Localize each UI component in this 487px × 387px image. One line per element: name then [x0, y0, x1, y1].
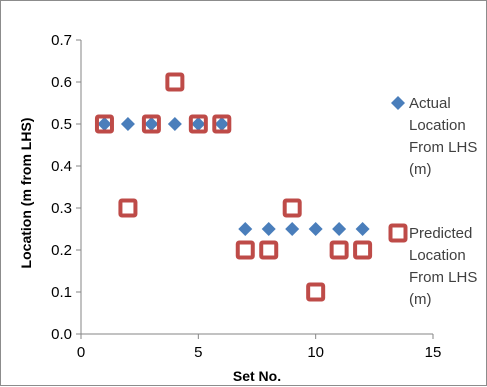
predicted-point — [235, 240, 255, 260]
legend-item-actual: Actual Location From LHS (m) — [391, 95, 477, 178]
x-tick-label: 0 — [77, 344, 85, 361]
legend-item-predicted: Predicted Location From LHS (m) — [388, 223, 477, 308]
legend-label-line: (m) — [409, 161, 432, 178]
predicted-point — [141, 114, 161, 134]
y-tick-label: 0.5 — [51, 116, 72, 133]
legend-label-line: From LHS — [409, 269, 477, 286]
series-actual — [97, 117, 370, 236]
actual-point — [97, 117, 112, 131]
actual-point — [238, 222, 253, 236]
predicted-point — [94, 114, 114, 134]
predicted-point — [259, 240, 279, 260]
x-tick-label: 5 — [194, 344, 202, 361]
actual-point — [167, 117, 182, 131]
legend: Actual Location From LHS (m) Predicted Locati… — [388, 95, 477, 308]
legend-label-line: Predicted — [409, 225, 472, 242]
y-tick-label: 0.3 — [51, 200, 72, 217]
series-predicted — [94, 72, 373, 302]
legend-label-line: (m) — [409, 291, 432, 308]
legend-label-line: Location — [409, 247, 466, 264]
predicted-point — [329, 240, 349, 260]
actual-point — [355, 222, 370, 236]
y-tick-label: 0.1 — [51, 284, 72, 301]
actual-point — [285, 222, 300, 236]
predicted-point — [212, 114, 232, 134]
predicted-point — [118, 198, 138, 218]
predicted-point — [282, 198, 302, 218]
y-tick-label: 0.2 — [51, 242, 72, 259]
predicted-point — [165, 72, 185, 92]
y-axis-title: Location (m from LHS) — [18, 118, 34, 269]
predicted-point — [353, 240, 373, 260]
x-tick-label: 15 — [425, 344, 442, 361]
actual-point — [261, 222, 276, 236]
y-tick-label: 0.4 — [51, 158, 72, 175]
actual-point — [191, 117, 206, 131]
series-layer — [94, 72, 373, 302]
x-axis-ticks: 0 5 10 15 — [77, 334, 442, 361]
actual-point — [332, 222, 347, 236]
y-tick-label: 0.6 — [51, 74, 72, 91]
legend-label-line: Actual — [409, 95, 451, 112]
x-tick-label: 10 — [307, 344, 324, 361]
actual-point — [214, 117, 229, 131]
actual-point — [144, 117, 159, 131]
y-axis-ticks: 0.0 0.1 0.2 0.3 0.4 0.5 0.6 0.7 — [51, 32, 81, 343]
y-tick-label: 0.0 — [51, 326, 72, 343]
predicted-point — [306, 282, 326, 302]
x-axis-title: Set No. — [233, 368, 281, 384]
legend-label-line: Location — [409, 117, 466, 134]
y-tick-label: 0.7 — [51, 32, 72, 49]
legend-square-marker — [388, 223, 408, 243]
predicted-point — [188, 114, 208, 134]
actual-point — [120, 117, 135, 131]
legend-diamond-marker — [391, 96, 405, 110]
actual-point — [308, 222, 323, 236]
legend-label-line: From LHS — [409, 139, 477, 156]
